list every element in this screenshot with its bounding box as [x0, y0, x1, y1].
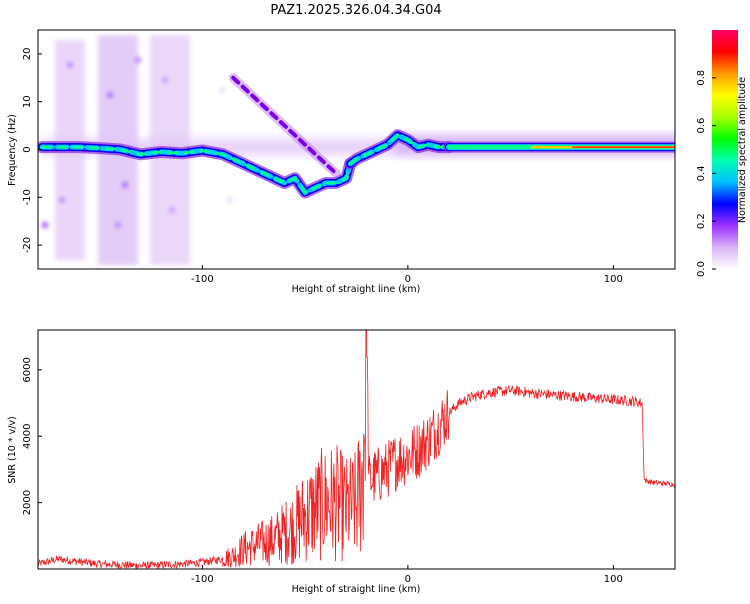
spectrogram-xtick-label: 100: [604, 274, 623, 285]
spectrogram-ylabel: Frequency (Hz): [7, 114, 18, 186]
colorbar-label: Normalized spectral amplitude: [737, 77, 748, 223]
snr-ytick-label: 6000: [22, 357, 33, 382]
spectrogram-ytick-label: -10: [22, 189, 33, 205]
colorbar-tick-label: 0.0: [696, 261, 707, 277]
spectrogram-xtick-label: -100: [191, 274, 214, 285]
snr-ylabel: SNR (10 * v/v): [7, 416, 18, 484]
colorbar-tick-label: 0.2: [696, 213, 707, 229]
figure-title: PAZ1.2025.326.04.34.G04: [270, 3, 441, 18]
spectrogram-ytick-label: 10: [22, 95, 33, 108]
spectrogram-ytick-label: 0: [22, 146, 33, 152]
snr-xtick-label: 100: [604, 574, 623, 585]
snr-xlabel: Height of straight line (km): [292, 584, 421, 595]
colorbar: 0.0 0.2 0.4 0.6 0.8 Normalized spectral ampl…: [696, 30, 748, 277]
snr-ytick-label: 2000: [22, 490, 33, 515]
snr-ytick-label: 4000: [22, 423, 33, 448]
spectrogram-xlabel: Height of straight line (km): [292, 284, 421, 295]
colorbar-tick-label: 0.8: [696, 70, 707, 86]
colorbar-tick-label: 0.4: [696, 165, 707, 181]
colorbar-tick-label: 0.6: [696, 118, 707, 134]
spectrogram-ytick-label: -20: [22, 237, 33, 253]
colorbar-bar: [712, 30, 738, 269]
spectrogram-ytick-label: 20: [22, 48, 33, 61]
snr-xtick-label: -100: [191, 574, 214, 585]
